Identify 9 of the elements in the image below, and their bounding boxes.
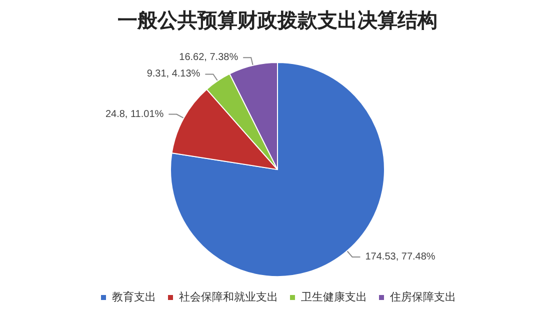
chart-title: 一般公共预算财政拨款支出决算结构 [118, 10, 438, 32]
legend-label: 卫生健康支出 [301, 290, 367, 304]
legend-label: 社会保障和就业支出 [179, 290, 278, 304]
data-label: 9.31, 4.13% [146, 68, 200, 80]
data-label: 16.62, 7.38% [179, 52, 238, 64]
legend-label: 教育支出 [112, 290, 156, 304]
legend-label: 住房保障支出 [390, 290, 456, 304]
data-label: 174.53, 77.48% [365, 251, 436, 262]
data-label: 24.8, 11.01% [105, 108, 164, 120]
